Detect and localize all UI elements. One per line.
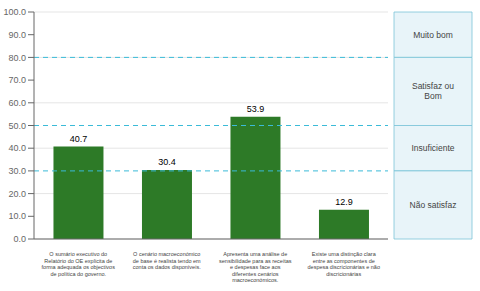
svg-text:Apresenta uma análise desensib: Apresenta uma análise desensibilidade pa… [219,251,292,283]
svg-text:O cenário macroeconómicode bas: O cenário macroeconómicode base é realis… [133,251,201,270]
svg-text:100.0: 100.0 [8,7,26,17]
svg-text:60.0: 60.0 [8,98,26,108]
svg-text:0.0: 0.0 [13,234,26,244]
svg-text:40.0: 40.0 [8,143,26,153]
svg-text:Muito bom: Muito bom [413,30,453,40]
svg-text:20.0: 20.0 [8,189,26,199]
svg-text:12.9: 12.9 [335,197,353,207]
svg-text:O sumário executivo doRelatóri: O sumário executivo doRelatório do OE ex… [42,251,116,277]
svg-text:30.4: 30.4 [158,157,176,167]
svg-text:Satisfaz ouBom: Satisfaz ouBom [412,81,454,101]
svg-text:Insuficiente: Insuficiente [412,143,455,153]
svg-text:Existe uma distinção claraentr: Existe uma distinção claraentre as compo… [308,251,380,277]
svg-text:40.7: 40.7 [70,134,88,144]
svg-text:30.0: 30.0 [8,166,26,176]
svg-text:10.0: 10.0 [8,211,26,221]
svg-text:50.0: 50.0 [8,121,26,131]
svg-text:80.0: 80.0 [8,53,26,63]
svg-text:90.0: 90.0 [8,30,26,40]
svg-text:53.9: 53.9 [247,104,265,114]
svg-text:70.0: 70.0 [8,75,26,85]
svg-text:Não satisfaz: Não satisfaz [410,200,457,210]
